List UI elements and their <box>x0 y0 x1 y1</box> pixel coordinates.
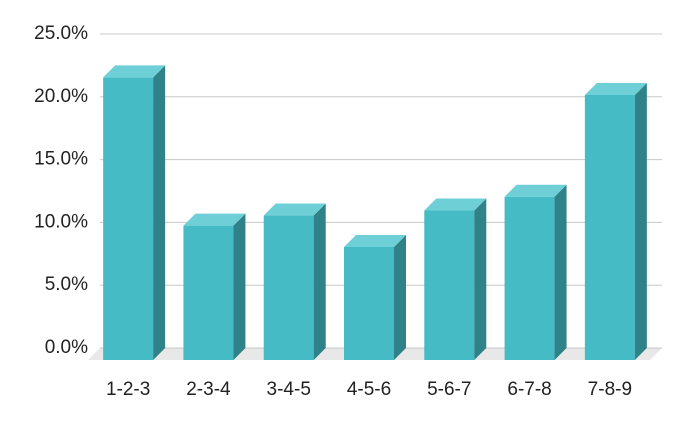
y-tick-label: 25.0% <box>34 23 88 44</box>
bar <box>263 203 326 360</box>
bar-top <box>263 203 326 216</box>
x-tick-label: 4-5-6 <box>347 379 391 400</box>
bar <box>504 184 567 360</box>
bar-front <box>183 225 234 360</box>
bar-top <box>183 213 246 226</box>
bar-side <box>474 198 487 360</box>
y-tick-label: 15.0% <box>34 149 88 170</box>
bar-side <box>394 234 406 360</box>
bar <box>183 213 246 360</box>
bar-front <box>504 196 555 360</box>
bar <box>344 234 406 360</box>
x-tick-label: 1-2-3 <box>106 379 150 400</box>
y-tick-label: 5.0% <box>45 274 88 295</box>
x-tick-label: 3-4-5 <box>267 379 311 400</box>
bar-top <box>103 65 166 78</box>
bar-top <box>424 198 487 211</box>
bar-front <box>424 210 475 360</box>
bar-front <box>584 94 635 360</box>
bar-top <box>504 184 567 197</box>
x-tick-label: 6-7-8 <box>507 379 551 400</box>
bar-side <box>313 203 326 360</box>
bar-top <box>584 82 647 95</box>
bar-side <box>153 65 166 361</box>
bar <box>103 65 166 361</box>
bar-side <box>233 213 246 360</box>
bar <box>584 82 647 360</box>
bar-front <box>103 77 154 361</box>
bar <box>424 198 487 360</box>
bar-front <box>344 246 394 360</box>
bar-side <box>634 82 647 360</box>
y-tick-label: 0.0% <box>45 337 88 358</box>
y-tick-label: 20.0% <box>34 86 88 107</box>
x-tick-label: 2-3-4 <box>186 379 231 400</box>
x-tick-label: 5-6-7 <box>427 379 471 400</box>
y-tick-label: 10.0% <box>34 211 88 232</box>
bar-front <box>263 215 314 360</box>
x-tick-label: 7-8-9 <box>588 379 632 400</box>
bar-top <box>344 234 406 247</box>
bar-side <box>554 184 567 360</box>
